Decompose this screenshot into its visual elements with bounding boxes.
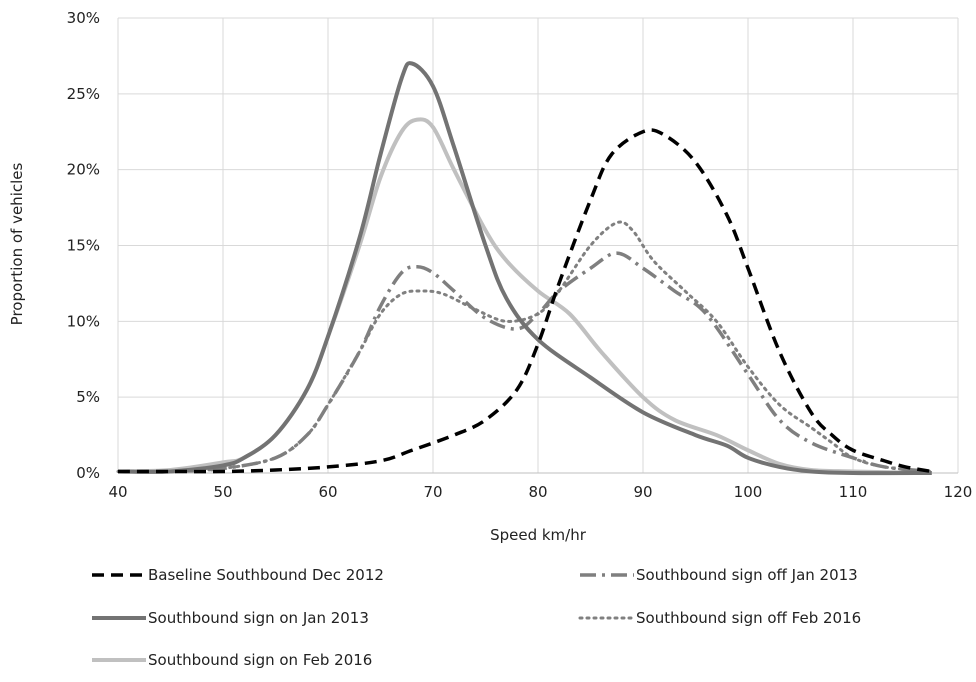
x-axis-title: Speed km/hr <box>490 526 587 544</box>
legend-label: Southbound sign on Jan 2013 <box>148 609 369 627</box>
y-tick-label: 0% <box>76 464 100 482</box>
y-tick-label: 30% <box>67 9 100 27</box>
series-line-4 <box>116 220 934 474</box>
y-tick-label: 10% <box>67 312 100 330</box>
series-line-5 <box>117 117 932 475</box>
x-tick-label: 110 <box>839 483 868 501</box>
y-tick-label: 25% <box>67 85 100 103</box>
legend-item: Southbound sign on Jan 2013 <box>92 609 369 627</box>
x-tick-label: 80 <box>528 483 547 501</box>
x-tick-label: 40 <box>108 483 127 501</box>
x-tick-label: 100 <box>734 483 763 501</box>
legend-label: Southbound sign off Feb 2016 <box>636 609 861 627</box>
legend-item: Southbound sign on Feb 2016 <box>92 651 372 669</box>
axes: 40 50 60 70 80 90 100 110 120 0% 5% 10% 15% 20% 25% 30% <box>67 9 973 501</box>
series-lines <box>116 61 934 476</box>
x-tick-label: 70 <box>423 483 442 501</box>
legend-label: Southbound sign off Jan 2013 <box>636 566 858 584</box>
series-line-1 <box>118 128 933 474</box>
y-tick-label: 15% <box>67 237 100 255</box>
legend-item: Southbound sign off Jan 2013 <box>580 566 858 584</box>
y-axis-title: Proportion of vehicles <box>8 163 26 326</box>
series-line-3 <box>117 61 932 476</box>
legend-label: Baseline Southbound Dec 2012 <box>148 566 384 584</box>
legend-item: Baseline Southbound Dec 2012 <box>92 566 384 584</box>
x-tick-label: 120 <box>944 483 973 501</box>
grid <box>117 17 959 474</box>
legend: Baseline Southbound Dec 2012 Southbound s… <box>92 566 861 669</box>
series-line-2 <box>117 251 932 474</box>
x-tick-label: 90 <box>633 483 652 501</box>
legend-label: Southbound sign on Feb 2016 <box>148 651 372 669</box>
x-tick-label: 50 <box>213 483 232 501</box>
legend-item: Southbound sign off Feb 2016 <box>578 609 861 627</box>
y-tick-label: 20% <box>67 161 100 179</box>
y-tick-label: 5% <box>76 388 100 406</box>
x-tick-label: 60 <box>318 483 337 501</box>
